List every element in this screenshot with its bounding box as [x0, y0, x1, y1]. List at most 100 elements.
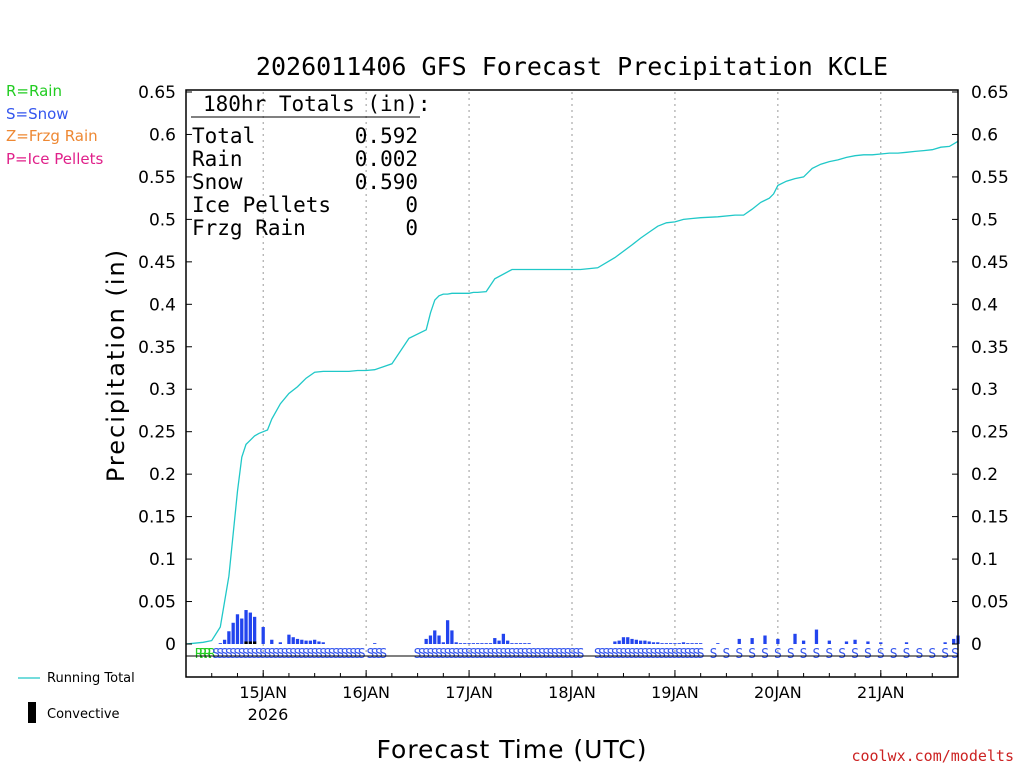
snow-bar	[424, 638, 428, 644]
ptype-snow-letter: S	[379, 647, 387, 662]
snow-bar	[300, 639, 304, 644]
ptype-snow-letter: S	[654, 647, 662, 662]
snow-bar	[437, 635, 441, 644]
snow-bar	[686, 643, 690, 644]
totals-label-total: Total	[192, 124, 255, 148]
ptype-snow-letter: S	[495, 647, 503, 662]
snow-bar	[295, 638, 300, 644]
snow-bar	[866, 641, 870, 644]
ptype-snow-letter: S	[427, 647, 435, 662]
ptype-snow-letter: S	[255, 647, 263, 662]
ptype-snow-letter: S	[538, 647, 546, 662]
ptype-snow-letter: S	[928, 647, 936, 662]
snow-bar	[716, 643, 720, 644]
ptype-snow-letter: S	[607, 647, 615, 662]
x-tick-label: 21JAN	[857, 683, 905, 702]
ptype-snow-letter: S	[461, 647, 469, 662]
plot-frame	[185, 89, 959, 678]
totals-box: 180hr Totals (in): Total 0.592 Rain 0.00…	[191, 92, 431, 240]
ptype-snow-letter: S	[710, 647, 718, 662]
ptype-snow-letter: S	[289, 647, 297, 662]
snow-bar	[776, 638, 780, 644]
ptype-snow-letter: S	[568, 647, 576, 662]
day-gridlines	[262, 92, 882, 656]
snow-bar	[222, 639, 227, 644]
snow-bar	[308, 640, 313, 644]
ptype-snow-letter: S	[272, 647, 280, 662]
y-axis-right-ticks: 0 0.05 0.1 0.15 0.2 0.25 0.3 0.35 0.4 0.45 0.5 0.55…	[952, 83, 1009, 655]
ptype-snow-letter: S	[735, 647, 743, 662]
snow-bar	[943, 642, 947, 644]
ptype-snow-letter: S	[560, 647, 568, 662]
y-tick-label: 0.6	[149, 125, 176, 145]
snow-bar	[463, 643, 467, 644]
ptype-snow-letter: S	[680, 647, 688, 662]
ptype-snow-letter: S	[512, 647, 520, 662]
ptype-snow-letter: S	[534, 647, 542, 662]
ptype-snow-letter: S	[890, 647, 898, 662]
ptype-snow-letter: S	[367, 647, 375, 662]
ptype-snow-letter: S	[774, 647, 782, 662]
legend-frzg-rain: Z=Frzg Rain	[6, 127, 98, 145]
snow-bar	[480, 643, 484, 644]
snow-bar	[441, 642, 445, 644]
ptype-snow-letter: S	[268, 647, 276, 662]
y-tick-label-right: 0.15	[971, 508, 1009, 528]
ptype-snow-letter: S	[212, 647, 220, 662]
snow-bar	[853, 639, 857, 644]
ptype-snow-letter: S	[941, 647, 949, 662]
ptype-snow-letter: S	[525, 647, 533, 662]
ptype-snow-letter: S	[298, 647, 306, 662]
totals-label-ice-pellets: Ice Pellets	[192, 193, 331, 217]
ptype-snow-letter: S	[238, 647, 246, 662]
snow-bar	[664, 643, 668, 644]
ptype-snow-letter: S	[448, 647, 456, 662]
totals-value-ice-pellets: 0	[405, 193, 418, 217]
ptype-snow-letter: S	[620, 647, 628, 662]
ptype-snow-letter: S	[684, 647, 692, 662]
ptype-snow-letter: S	[478, 647, 486, 662]
snow-bar	[681, 642, 686, 644]
snow-bar	[656, 642, 660, 644]
y-axis-label: Precipitation (in)	[102, 248, 130, 482]
ptype-snow-letter: S	[787, 647, 795, 662]
totals-value-frzg-rain: 0	[405, 216, 418, 240]
ptype-snow-letter: S	[491, 647, 499, 662]
ptype-snow-letter: S	[508, 647, 516, 662]
ptype-snow-letter: S	[439, 647, 447, 662]
ptype-snow-letter: S	[662, 647, 670, 662]
ptype-snow-letter: S	[748, 647, 756, 662]
ptype-rain-letter: R	[208, 647, 216, 662]
snow-bar	[218, 643, 222, 644]
convective-bars	[244, 641, 257, 644]
ptype-snow-letter: S	[234, 647, 242, 662]
snow-bar	[651, 642, 656, 644]
y-axis-left-ticks: 0 0.05 0.1 0.15 0.2 0.25 0.3 0.35 0.4 0.45 0.5 0.55…	[138, 83, 192, 655]
legend-ice-pellets: P=Ice Pellets	[6, 150, 104, 168]
ptype-snow-letter: S	[692, 647, 700, 662]
ptype-snow-letter: S	[813, 647, 821, 662]
ptype-snow-letter: S	[469, 647, 477, 662]
ptype-snow-letter: S	[354, 647, 362, 662]
snow-bar	[527, 643, 531, 644]
snow-bar	[497, 640, 501, 644]
ptype-snow-letter: S	[645, 647, 653, 662]
ptype-snow-letter: S	[306, 647, 314, 662]
hourly-snow-bars	[218, 610, 960, 644]
y-tick-label-right: 0.3	[971, 380, 998, 400]
snow-bar	[287, 634, 291, 644]
snow-bar	[252, 616, 257, 644]
snow-bar	[231, 622, 235, 644]
ptype-snow-letter: S	[225, 647, 233, 662]
snow-bar	[501, 633, 506, 644]
y-tick-label-right: 0.65	[971, 83, 1009, 103]
snow-bar	[814, 629, 819, 644]
ptype-rain-letter: R	[204, 647, 212, 662]
snow-bar	[694, 643, 699, 644]
snow-bar	[304, 640, 308, 644]
y-tick-label: 0.15	[138, 508, 176, 528]
ptype-snow-letter: S	[465, 647, 473, 662]
snow-bar	[240, 618, 244, 644]
ptype-snow-letter: S	[452, 647, 460, 662]
